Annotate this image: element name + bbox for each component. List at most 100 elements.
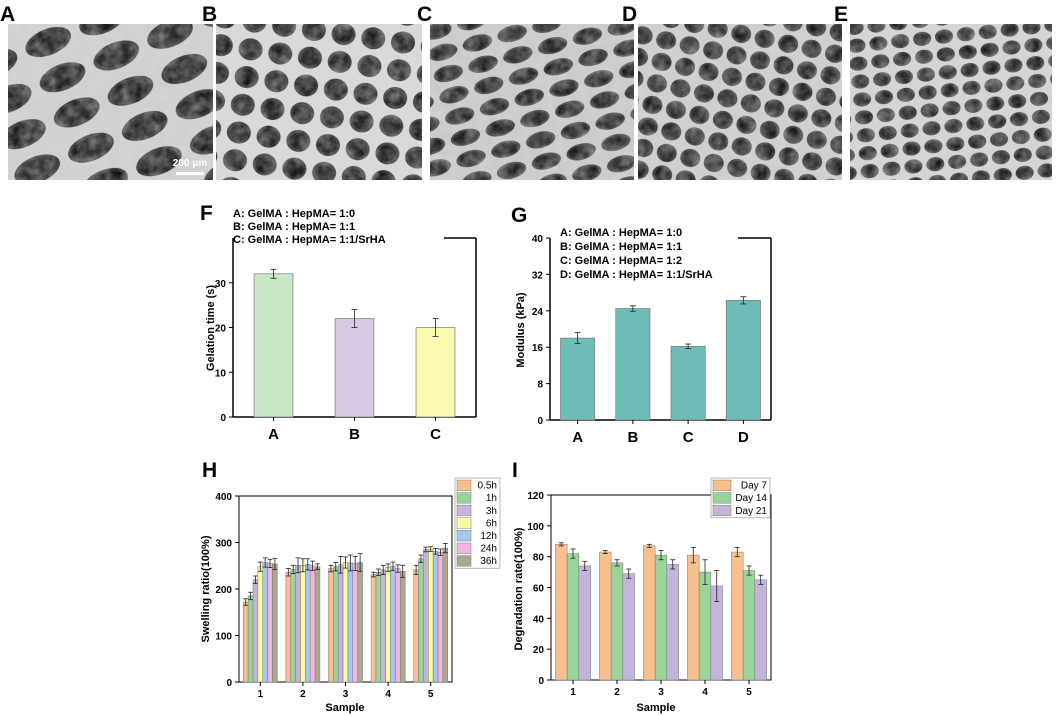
panel-letter-a: A [0, 3, 15, 26]
f-bar-A [253, 273, 294, 418]
legend-f-line-2: B: GelMA : HepMA= 1:1 [233, 221, 355, 233]
i-bar-3-Day-21 [666, 564, 679, 681]
h-xtick-label-3: 3 [343, 689, 349, 700]
legend-g-line-3: C: GelMA : HepMA= 1:2 [560, 255, 682, 267]
h-bar-3-6h [342, 562, 349, 683]
h-xtick-label-5: 5 [428, 689, 434, 700]
i-ytick-label-2: 40 [533, 614, 545, 625]
i-legend-swatch-Day-7 [712, 479, 732, 491]
h-legend-swatch-3h [456, 504, 472, 517]
i-ytick-label-6: 120 [527, 491, 544, 502]
h-legend-swatch-1h [456, 492, 472, 504]
i-ytick-label-5: 100 [527, 522, 544, 533]
g-ytick-label-4: 32 [532, 270, 544, 281]
i-bar-3-Day-7 [643, 545, 656, 681]
h-xtick-label-1: 1 [258, 689, 264, 700]
h-ytick-label-4: 400 [215, 492, 232, 503]
h-bar-3-3h [337, 564, 344, 683]
i-legend-label-Day-14: Day 14 [735, 493, 767, 504]
h-bar-4-12h [390, 565, 396, 683]
legend-g-line-4: D: GelMA : HepMA= 1:1/SrHA [560, 269, 713, 281]
h-bar-4-36h [400, 571, 406, 683]
ylabel-h: Swelling ratio(100%) [200, 535, 212, 642]
ylabel-g: Modulus (kPa) [515, 292, 527, 368]
h-legend-swatch-12h [456, 530, 472, 542]
chart-h: Swelling ratio(100%) Sample 010020030040… [200, 477, 501, 714]
i-xtick-label-1: 1 [570, 687, 576, 698]
h-legend-swatch-36h [456, 555, 472, 567]
g-bar-D [725, 299, 761, 421]
h-bar-3-24h [352, 563, 358, 683]
panel-letter-b: B [202, 3, 217, 26]
chart-f: A: GelMA : HepMA= 1:0 B: GelMA : HepMA= … [205, 208, 477, 443]
i-legend-label-Day-7: Day 7 [741, 481, 768, 492]
i-bar-2-Day-14 [610, 562, 624, 681]
h-bar-3-1h [333, 566, 339, 683]
chart-g: A: GelMA : HepMA= 1:0 B: GelMA : HepMA= … [515, 227, 772, 446]
g-xtick-label-D: D [738, 429, 749, 446]
g-ytick-label-3: 24 [532, 307, 544, 318]
h-bar-3-36h [357, 562, 363, 683]
g-xtick-label-C: C [683, 429, 694, 446]
g-ytick-label-2: 16 [532, 343, 544, 354]
ylabel-f: Gelation time (s) [205, 285, 217, 372]
h-ytick-label-3: 300 [215, 539, 232, 550]
legend-f-line-1: A: GelMA : HepMA= 1:0 [233, 208, 355, 220]
sem-panel-a: 200 μm [8, 24, 213, 180]
h-legend-swatch-0.5h [456, 479, 472, 491]
panel-letter-c: C [417, 3, 432, 26]
i-ytick-label-3: 60 [533, 584, 545, 595]
scale-bar-label: 200 μm [173, 158, 208, 169]
i-legend-swatch-Day-14 [712, 492, 732, 504]
f-ytick-label-1: 10 [215, 368, 227, 379]
i-bar-1-Day-14 [566, 553, 580, 681]
f-ytick-label-0: 0 [220, 413, 226, 424]
i-bar-2-Day-7 [599, 551, 612, 681]
h-bar-4-0.5h [370, 574, 377, 683]
h-legend-swatch-6h [456, 517, 472, 529]
sem-row: 200 μm [8, 24, 1052, 180]
h-bar-2-6h [300, 565, 306, 683]
h-bar-2-24h [309, 565, 316, 683]
h-bar-5-1h [418, 558, 424, 683]
i-ytick-label-4: 80 [533, 553, 545, 564]
h-bar-4-1h [375, 572, 382, 683]
h-ytick-label-2: 200 [215, 585, 232, 596]
h-bar-4-6h [385, 567, 391, 683]
f-xtick-label-C: C [430, 426, 441, 443]
h-legend-label-36h: 36h [480, 556, 497, 567]
h-ytick-label-1: 100 [215, 632, 232, 643]
i-xtick-label-4: 4 [702, 687, 708, 698]
scale-bar [176, 172, 204, 175]
panel-letter-f: F [200, 202, 213, 225]
h-xtick-label-2: 2 [300, 689, 306, 700]
g-bar-B [615, 308, 651, 421]
h-bar-5-3h [423, 549, 429, 683]
i-xtick-label-3: 3 [658, 687, 664, 698]
h-legend-label-24h: 24h [480, 544, 497, 555]
h-bar-2-3h [295, 565, 301, 683]
i-xtick-label-5: 5 [746, 687, 752, 698]
f-xtick-label-A: A [268, 426, 279, 443]
g-xtick-label-A: A [572, 429, 583, 446]
h-bar-5-36h [442, 547, 448, 683]
i-ytick-label-0: 0 [538, 676, 544, 687]
f-xtick-label-B: B [349, 426, 360, 443]
legend-f-line-3: C: GelMA : HepMA= 1:1/SrHA [233, 234, 386, 246]
f-ytick-label-2: 20 [215, 324, 227, 335]
i-bar-5-Day-14 [742, 570, 756, 681]
h-bar-1-0.5h [243, 601, 249, 683]
panel-letter-g: G [511, 204, 527, 227]
h-bar-1-24h [267, 563, 273, 683]
h-legend-label-6h: 6h [486, 518, 497, 529]
panel-letter-i: I [512, 459, 518, 482]
h-legend-label-12h: 12h [480, 531, 497, 542]
h-bar-3-12h [347, 562, 354, 683]
i-bar-3-Day-14 [654, 554, 668, 681]
h-bar-1-12h [262, 562, 268, 683]
h-bar-5-24h [437, 552, 444, 683]
h-legend-swatch-24h [456, 542, 472, 554]
i-bar-5-Day-7 [731, 551, 744, 681]
h-bar-1-1h [247, 595, 254, 683]
